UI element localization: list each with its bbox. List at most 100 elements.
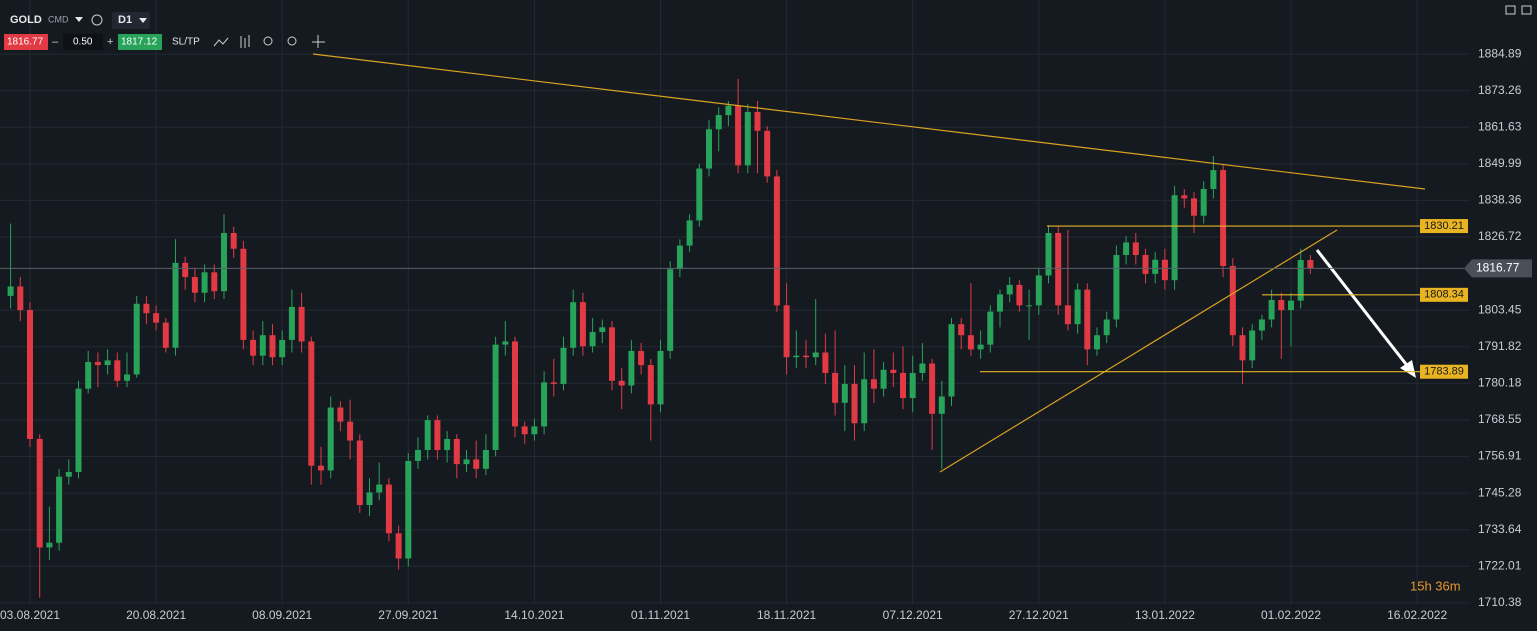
candle-body [764,130,771,177]
zoom-out[interactable] [263,36,273,46]
x-tick-label: 18.11.2021 [757,608,816,622]
candle-body [735,105,742,166]
x-tick-label: 01.02.2022 [1261,608,1321,622]
candle-body [1006,284,1013,295]
sell-button[interactable] [4,34,48,50]
volume: 0.50 [73,37,93,48]
level-tag [1420,364,1468,379]
info-icon[interactable] [91,14,103,26]
interval: D1 [118,14,132,26]
candle-body [1307,260,1314,269]
candle-body [531,426,538,435]
candle-body [1220,170,1227,267]
level-label: 1830.21 [1424,220,1464,232]
candle-body [85,361,92,389]
candle-body [1142,255,1149,274]
buy-price: 1817.12 [121,37,158,48]
candle-body [327,407,334,471]
candle-body [492,344,499,450]
candle-body [250,339,257,356]
y-tick-label: 1768.55 [1478,412,1522,426]
dropdown[interactable] [75,17,83,22]
candle-body [773,176,780,306]
y-tick-label: 1780.18 [1478,376,1522,390]
candle-body [919,363,926,373]
x-tick-label: 13.01.2022 [1135,608,1195,622]
arrow [1315,249,1411,369]
candle-body [618,380,625,386]
candle-body [308,341,315,466]
level-tag [1420,219,1468,234]
candle-body [1161,259,1168,281]
candle-body [385,484,392,534]
candle-body [832,372,839,403]
y-tick-label: 1756.91 [1478,449,1522,463]
y-tick-label: 1838.36 [1478,193,1522,207]
candle-body [1152,259,1159,274]
candle-body [337,407,344,422]
candle-body [1045,233,1052,276]
candle-body [647,365,654,405]
candle-body [841,383,848,403]
candle-body [570,302,577,348]
candle-body [56,476,63,543]
candle-body [444,438,451,450]
indicator-icon[interactable] [240,35,250,48]
candle-body [744,111,751,166]
candle-body [696,168,703,221]
candle-body [124,374,130,381]
candle-body [997,294,1003,312]
candle-body [1191,198,1197,216]
candle-body [929,363,936,414]
zoom-in[interactable] [287,36,297,46]
candle-body [298,306,305,342]
chart-type-icon[interactable] [213,37,229,47]
candle-body [890,369,897,373]
volume-input[interactable] [63,34,103,50]
candle-body [143,303,150,314]
level-label: 1808.34 [1424,289,1464,301]
candle-body [861,379,868,424]
candle-body [415,449,421,461]
candle-body [1278,299,1285,311]
y-tick-label: 1861.63 [1478,119,1522,133]
x-tick-label: 03.08.2021 [0,608,60,622]
sltp[interactable]: SL/TP [172,37,200,48]
candle-body [172,262,179,348]
close-icon[interactable] [1521,5,1532,15]
candle-body [240,248,247,340]
x-tick-label: 27.09.2021 [378,608,438,622]
candle-body [1055,233,1062,306]
candle-body [395,533,402,559]
candle-body [560,347,567,384]
candle-body [230,233,237,249]
candle-body [599,327,606,333]
candle-body [1064,305,1071,325]
plus[interactable]: + [107,36,113,48]
y-tick-label: 1826.72 [1478,229,1522,243]
pan-icon[interactable] [312,35,325,48]
candle-body [579,302,586,347]
window-icon[interactable] [1505,5,1516,15]
symbol[interactable]: GOLD [10,14,42,26]
candle-body [162,322,169,348]
candle-body [347,421,354,441]
minus[interactable]: – [52,36,59,48]
y-tick-label: 1884.89 [1478,46,1522,60]
buy-button[interactable] [118,34,162,50]
candle-body [434,420,441,450]
interval-button[interactable] [112,12,150,29]
candle-body [667,269,674,351]
candle-body [1239,335,1246,361]
candle-body [938,396,945,414]
candle-body [550,382,557,384]
candle-body [7,286,14,296]
arrow-head [1400,360,1416,378]
candle-body [822,352,829,373]
y-tick-label: 1733.64 [1478,522,1522,536]
candle-body [851,383,858,424]
dropdown[interactable] [139,18,147,23]
candle-body [1268,299,1275,320]
candle-body [211,272,218,292]
